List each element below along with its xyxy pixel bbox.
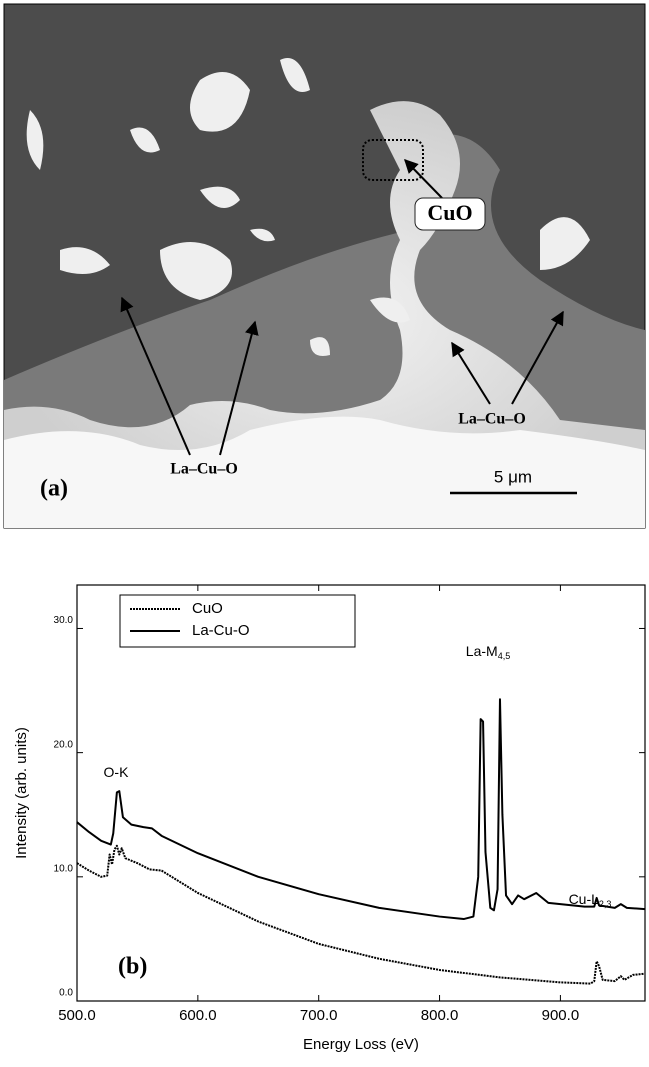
annotation-text: Cu-L [569, 891, 600, 907]
annotation: Cu-L2,3 [569, 891, 612, 910]
chart: Energy Loss (eV) Intensity (arb. units) … [13, 584, 646, 1053]
x-tick-label: 700.0 [300, 1007, 338, 1024]
arrow [120, 296, 191, 456]
arrow [451, 341, 491, 405]
scale-bar-label: 5 μm [494, 467, 532, 486]
phase-label: La–Cu–O [458, 411, 526, 428]
panel-label: (b) [118, 954, 147, 980]
series-line [76, 698, 646, 921]
micrograph: CuO La–Cu–O La–Cu–O (a) 5 μm [3, 3, 646, 529]
substrate [4, 416, 645, 528]
legend-label: La-Cu-O [192, 622, 250, 639]
annotation: La-M4,5 [466, 643, 510, 662]
label-box [414, 197, 486, 231]
arrow [511, 310, 564, 405]
series-line [76, 844, 646, 985]
y-tick-label: 30.0 [54, 615, 74, 626]
y-axis-label: Intensity (arb. units) [13, 727, 30, 859]
annotation-text: La-M [466, 643, 498, 659]
y-tick-label: 20.0 [54, 739, 74, 750]
panel-label: (a) [40, 476, 68, 502]
annotation-subscript: 2,3 [599, 899, 612, 909]
region-label: CuO [427, 200, 472, 225]
x-tick-label: 600.0 [179, 1007, 217, 1024]
legend [119, 594, 356, 648]
selected-area [362, 139, 424, 181]
arrow [404, 158, 443, 199]
x-tick-label: 500.0 [58, 1007, 96, 1024]
annotation: O-K [104, 764, 130, 780]
x-tick-label: 900.0 [542, 1007, 580, 1024]
light-region [4, 101, 645, 528]
x-axis-label: Energy Loss (eV) [303, 1036, 419, 1053]
legend-label: CuO [192, 600, 223, 617]
phase-label: La–Cu–O [170, 461, 238, 478]
y-tick-label: 10.0 [54, 863, 74, 874]
arrow [219, 320, 259, 456]
annotation-text: O-K [104, 764, 130, 780]
x-tick-label: 800.0 [421, 1007, 459, 1024]
y-tick-label: 0.0 [59, 988, 73, 999]
annotation-subscript: 4,5 [498, 651, 511, 661]
plot-frame [76, 584, 646, 1002]
